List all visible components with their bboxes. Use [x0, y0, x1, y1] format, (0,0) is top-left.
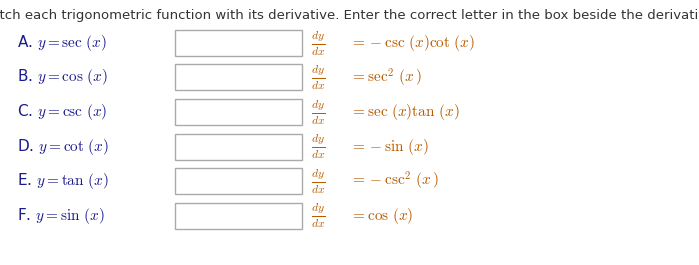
Text: $= \cos\,(x)$: $= \cos\,(x)$	[350, 206, 413, 226]
Text: Match each trigonometric function with its derivative. Enter the correct letter : Match each trigonometric function with i…	[0, 9, 699, 22]
Text: $\frac{dy}{dx}$: $\frac{dy}{dx}$	[311, 132, 326, 161]
Bar	[175, 30, 301, 56]
Text: F. $y = \sin\,(x)$: F. $y = \sin\,(x)$	[17, 206, 105, 226]
Text: $\frac{dy}{dx}$: $\frac{dy}{dx}$	[311, 201, 326, 230]
Text: D. $y = \cot\,(x)$: D. $y = \cot\,(x)$	[17, 136, 110, 157]
Bar	[175, 99, 301, 125]
Text: B. $y = \cos\,(x)$: B. $y = \cos\,(x)$	[17, 68, 108, 87]
Bar	[175, 134, 301, 160]
Text: $\frac{dy}{dx}$: $\frac{dy}{dx}$	[311, 97, 326, 127]
Bar	[175, 203, 301, 229]
Text: $= \sec\,(x)\tan\,(x)$: $= \sec\,(x)\tan\,(x)$	[350, 102, 459, 122]
Text: E. $y = \tan\,(x)$: E. $y = \tan\,(x)$	[17, 171, 109, 191]
Text: $\frac{dy}{dx}$: $\frac{dy}{dx}$	[311, 63, 326, 92]
Text: A. $y = \sec\,(x)$: A. $y = \sec\,(x)$	[17, 33, 108, 53]
Text: $= -\csc^2\,(x\,)$: $= -\csc^2\,(x\,)$	[350, 170, 438, 192]
Text: $\frac{dy}{dx}$: $\frac{dy}{dx}$	[311, 28, 326, 58]
Text: $= -\sin\,(x)$: $= -\sin\,(x)$	[350, 136, 428, 157]
Text: $= -\csc\,(x)\cot\,(x)$: $= -\csc\,(x)\cot\,(x)$	[350, 33, 475, 53]
Text: C. $y = \csc\,(x)$: C. $y = \csc\,(x)$	[17, 102, 108, 122]
Text: $= \sec^2\,(x\,)$: $= \sec^2\,(x\,)$	[350, 66, 421, 89]
Text: $\frac{dy}{dx}$: $\frac{dy}{dx}$	[311, 166, 326, 196]
Bar	[175, 64, 301, 90]
Bar	[175, 168, 301, 194]
